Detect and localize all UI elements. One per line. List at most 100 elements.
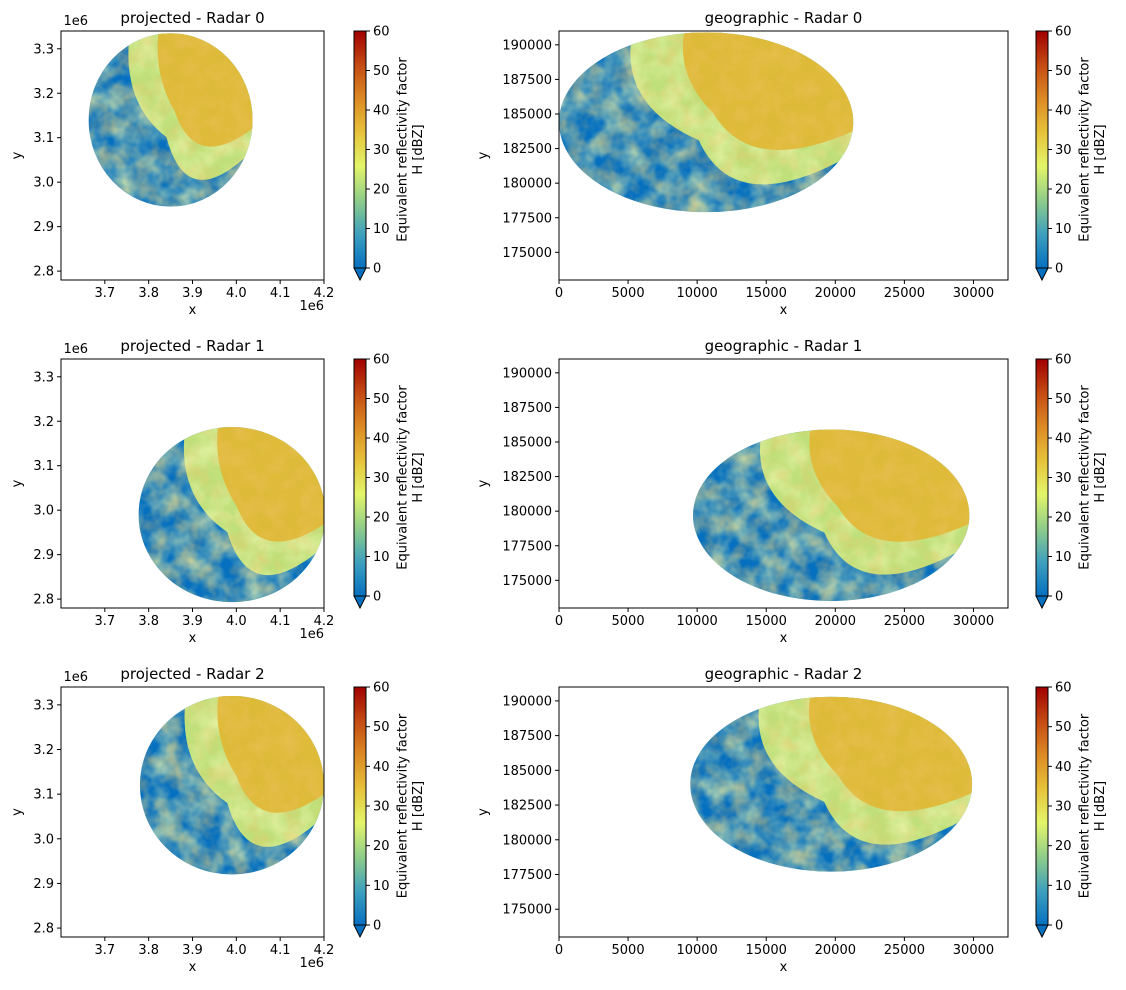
y-axis-label: y	[10, 151, 25, 159]
subplot-5: 0 5000 10000 15000 20000 25000 30000 175000 1775…	[476, 665, 1108, 975]
x-tick-label: 4.2	[314, 286, 335, 301]
radar-coverage	[88, 33, 253, 207]
colorbar-gradient	[353, 30, 367, 269]
colorbar-tick-label: 50	[1055, 64, 1072, 79]
colorbar-tick-label: 10	[1055, 879, 1072, 894]
colorbar-extend-triangle	[1035, 924, 1049, 939]
x-tick-label: 3.7	[94, 943, 115, 958]
x-tick-label: 20000	[815, 286, 856, 301]
colorbar-tick-label: 50	[373, 720, 390, 735]
x-tick-label: 20000	[815, 614, 856, 629]
colorbar-tick-label: 20	[373, 183, 390, 198]
colorbar-tick-label: 0	[373, 590, 381, 605]
y-tick-label: 3.0	[33, 504, 54, 519]
y-tick-label: 175000	[502, 903, 552, 918]
axes-frame	[558, 686, 1009, 938]
y-tick-label: 187500	[502, 73, 552, 88]
y-tick-label: 2.9	[33, 220, 54, 235]
colorbar-tick-label: 30	[373, 143, 390, 158]
colorbar-label: Equivalent reflectivity factorH [dBZ]	[1077, 57, 1108, 242]
colorbar: 0 10 20 30 40 50 60 Equivalent reflectivity fac…	[1035, 681, 1108, 939]
y-tick-label: 175000	[502, 574, 552, 589]
subplot-1: 0 5000 10000 15000 20000 25000 30000 175000 1775…	[476, 9, 1108, 318]
x-tick-label: 30000	[953, 943, 994, 958]
colorbar-extend-triangle	[353, 924, 367, 939]
colorbar: 0 10 20 30 40 50 60 Equivalent reflectivity fac…	[1035, 25, 1108, 282]
colorbar-tick-label: 60	[373, 681, 390, 696]
y-tick-label: 182500	[502, 799, 552, 814]
x-tick-label: 3.9	[182, 286, 203, 301]
y-tick-label: 2.9	[33, 548, 54, 563]
radar-field	[559, 32, 854, 213]
x-tick-label: 3.8	[138, 614, 159, 629]
x-tick-label: 10000	[676, 614, 717, 629]
x-tick-label: 3.8	[138, 943, 159, 958]
x-tick-label: 10000	[676, 943, 717, 958]
colorbar-tick-label: 10	[373, 222, 390, 237]
y-tick-label: 182500	[502, 470, 552, 485]
colorbar: 0 10 20 30 40 50 60 Equivalent reflectivity fac…	[1035, 353, 1108, 610]
x-tick-label: 25000	[884, 943, 925, 958]
colorbar-label: Equivalent reflectivity factorH [dBZ]	[1077, 385, 1108, 570]
colorbar-extend-triangle	[353, 595, 367, 610]
y-tick-label: 3.3	[33, 42, 54, 57]
x-offset-label: 1e6	[299, 627, 324, 642]
radar-coverage	[559, 32, 854, 213]
colorbar-label: Equivalent reflectivity factorH [dBZ]	[395, 713, 426, 898]
x-tick-label: 15000	[746, 943, 787, 958]
y-offset-label: 1e6	[63, 14, 88, 29]
x-tick-label: 3.9	[182, 614, 203, 629]
y-tick-label: 175000	[502, 246, 552, 261]
y-offset-label: 1e6	[63, 342, 88, 357]
radar-field	[138, 427, 324, 603]
y-tick-label: 2.8	[33, 265, 54, 280]
colorbar-tick-label: 40	[373, 760, 390, 775]
colorbar-tick-label: 0	[1055, 262, 1063, 277]
radar-field	[139, 695, 324, 875]
x-axis-label: x	[189, 960, 197, 975]
colorbar: 0 10 20 30 40 50 60 Equivalent reflectivity fac…	[353, 681, 426, 939]
subplot-title: projected - Radar 0	[120, 9, 264, 27]
core-texture	[88, 33, 253, 207]
y-tick-label: 3.2	[33, 415, 54, 430]
x-tick-label: 3.7	[94, 614, 115, 629]
colorbar-tick-label: 60	[373, 353, 390, 368]
core-texture	[693, 429, 970, 602]
x-axis-label: x	[780, 631, 788, 646]
x-tick-label: 0	[555, 614, 563, 629]
y-tick-label: 187500	[502, 401, 552, 416]
colorbar-tick-label: 40	[373, 104, 390, 119]
x-tick-label: 4.0	[226, 614, 247, 629]
colorbar-tick-label: 0	[1055, 919, 1063, 934]
colorbar-tick-label: 20	[373, 839, 390, 854]
colorbar-tick-label: 40	[1055, 432, 1072, 447]
colorbar-tick-label: 0	[1055, 590, 1063, 605]
x-tick-label: 0	[555, 286, 563, 301]
x-tick-label: 5000	[612, 614, 645, 629]
core-texture	[559, 32, 854, 213]
core-texture	[690, 696, 973, 872]
colorbar: 0 10 20 30 40 50 60 Equivalent reflectivity fac…	[353, 25, 426, 282]
colorbar-tick-label: 40	[1055, 104, 1072, 119]
colorbar-label: Equivalent reflectivity factorH [dBZ]	[1077, 713, 1108, 898]
y-tick-label: 190000	[502, 38, 552, 53]
y-axis-label: y	[476, 151, 491, 159]
x-axis-label: x	[780, 960, 788, 975]
x-tick-label: 4.0	[226, 286, 247, 301]
colorbar-tick-label: 30	[373, 471, 390, 486]
colorbar-tick-label: 40	[1055, 760, 1072, 775]
axes-frame	[558, 358, 1009, 609]
y-tick-label: 3.0	[33, 176, 54, 191]
y-tick-label: 2.8	[33, 922, 54, 937]
x-tick-label: 30000	[953, 286, 994, 301]
colorbar-gradient	[353, 686, 367, 926]
x-tick-label: 4.0	[226, 943, 247, 958]
colorbar-tick-label: 0	[373, 262, 381, 277]
y-tick-label: 177500	[502, 539, 552, 554]
y-tick-label: 182500	[502, 142, 552, 157]
x-tick-label: 5000	[612, 943, 645, 958]
y-tick-label: 180000	[502, 833, 552, 848]
colorbar-tick-label: 50	[1055, 392, 1072, 407]
y-tick-label: 185000	[502, 436, 552, 451]
